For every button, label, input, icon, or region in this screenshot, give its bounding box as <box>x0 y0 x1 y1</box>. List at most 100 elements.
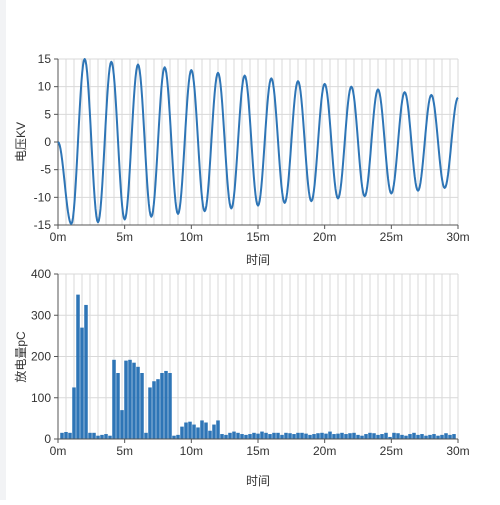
discharge-bar <box>192 424 196 439</box>
discharge-bars <box>60 294 456 439</box>
discharge-bar <box>408 434 412 439</box>
discharge-bar <box>452 434 456 439</box>
discharge-bar <box>132 362 136 439</box>
discharge-bar <box>416 434 420 439</box>
discharge-bar <box>448 434 452 439</box>
discharge-bar <box>64 431 68 439</box>
discharge-bar <box>72 387 76 439</box>
voltage-y-tick-label: 5 <box>44 107 51 121</box>
discharge-bar <box>376 434 380 439</box>
discharge-bar <box>156 379 160 439</box>
voltage-y-tick-labels: 15 10 5 0 -5 -10 -15 <box>34 52 52 232</box>
discharge-bar <box>60 432 64 439</box>
discharge-bar <box>220 434 224 439</box>
discharge-y-tick-label: 200 <box>31 350 51 364</box>
discharge-x-tick-label: 15m <box>246 444 269 458</box>
voltage-x-tick-labels: 0m 5m 10m 15m 20m 25m 30m <box>50 230 470 244</box>
discharge-bar <box>168 373 172 439</box>
discharge-bar <box>248 434 252 439</box>
discharge-bar <box>232 431 236 439</box>
discharge-bar <box>284 432 288 439</box>
discharge-y-tick-label: 400 <box>31 267 51 281</box>
discharge-bar <box>196 427 200 439</box>
discharge-axes <box>54 273 459 443</box>
discharge-bar <box>276 432 280 439</box>
discharge-bar <box>92 432 96 439</box>
discharge-bar <box>144 432 148 439</box>
discharge-bar <box>312 434 316 439</box>
discharge-bar <box>108 435 112 439</box>
discharge-x-tick-label: 5m <box>116 444 133 458</box>
discharge-bar <box>236 432 240 439</box>
discharge-bar <box>152 381 156 439</box>
discharge-bar <box>204 422 208 439</box>
discharge-bar <box>124 360 128 439</box>
discharge-bar <box>332 434 336 439</box>
voltage-y-axis-label: 电压KV <box>14 122 28 162</box>
discharge-bar <box>172 435 176 439</box>
discharge-bar <box>240 434 244 439</box>
voltage-x-tick-label: 5m <box>116 230 133 244</box>
discharge-bar <box>200 420 204 439</box>
discharge-bar <box>268 434 272 439</box>
discharge-bar <box>300 432 304 439</box>
discharge-bar <box>320 432 324 439</box>
discharge-bar <box>440 434 444 439</box>
discharge-bar <box>364 434 368 439</box>
discharge-bar <box>96 435 100 439</box>
discharge-bar <box>272 432 276 439</box>
discharge-bar <box>336 433 340 439</box>
discharge-x-tick-label: 25m <box>380 444 403 458</box>
voltage-y-tick-label: 15 <box>38 52 52 66</box>
discharge-bar <box>296 432 300 439</box>
discharge-bar <box>160 373 164 439</box>
discharge-bar <box>136 366 140 439</box>
page-edge-strip <box>0 0 6 500</box>
discharge-bar <box>68 432 72 439</box>
discharge-bar <box>224 434 228 439</box>
voltage-y-tick-label: 0 <box>44 135 51 149</box>
discharge-bar <box>368 432 372 439</box>
discharge-y-tick-label: 100 <box>31 391 51 405</box>
voltage-y-tick-label: 10 <box>38 80 52 94</box>
discharge-bar <box>184 422 188 439</box>
discharge-bar <box>424 435 428 439</box>
discharge-bar <box>344 434 348 439</box>
discharge-bar <box>340 432 344 439</box>
discharge-x-axis-label: 时间 <box>246 474 270 488</box>
discharge-bar <box>120 410 124 439</box>
discharge-bar <box>308 434 312 439</box>
discharge-bar <box>352 432 356 439</box>
discharge-bar <box>292 434 296 439</box>
discharge-bar <box>128 359 132 439</box>
discharge-y-axis-label: 放电量pC <box>13 331 28 383</box>
discharge-bar <box>100 434 104 439</box>
discharge-bar <box>412 432 416 439</box>
discharge-bar <box>380 434 384 439</box>
discharge-y-tick-labels: 400 300 200 100 0 <box>31 267 51 446</box>
discharge-bar <box>432 434 436 439</box>
voltage-chart: 0m 5m 10m 15m 20m 25m 30m 15 10 5 0 -5 -10 -15 时间 电压… <box>14 52 470 267</box>
voltage-y-tick-label: -5 <box>40 163 51 177</box>
voltage-x-tick-label: 0m <box>50 230 67 244</box>
discharge-bar <box>260 431 264 439</box>
discharge-bar <box>112 359 116 439</box>
discharge-bar <box>188 421 192 439</box>
voltage-y-tick-label: -15 <box>34 218 52 232</box>
voltage-series-line <box>57 58 459 225</box>
voltage-x-tick-label: 30m <box>446 230 469 244</box>
discharge-bar <box>324 433 328 439</box>
discharge-bar <box>436 435 440 439</box>
discharge-bar <box>88 432 92 439</box>
discharge-bar <box>252 432 256 439</box>
discharge-bar <box>280 434 284 439</box>
discharge-bar <box>396 433 400 439</box>
discharge-bar <box>176 434 180 439</box>
discharge-x-tick-label: 10m <box>180 444 203 458</box>
discharge-x-tick-label: 30m <box>446 444 469 458</box>
discharge-bar <box>164 370 168 439</box>
discharge-bar <box>444 433 448 439</box>
discharge-bar <box>372 433 376 439</box>
voltage-x-tick-label: 10m <box>180 230 203 244</box>
